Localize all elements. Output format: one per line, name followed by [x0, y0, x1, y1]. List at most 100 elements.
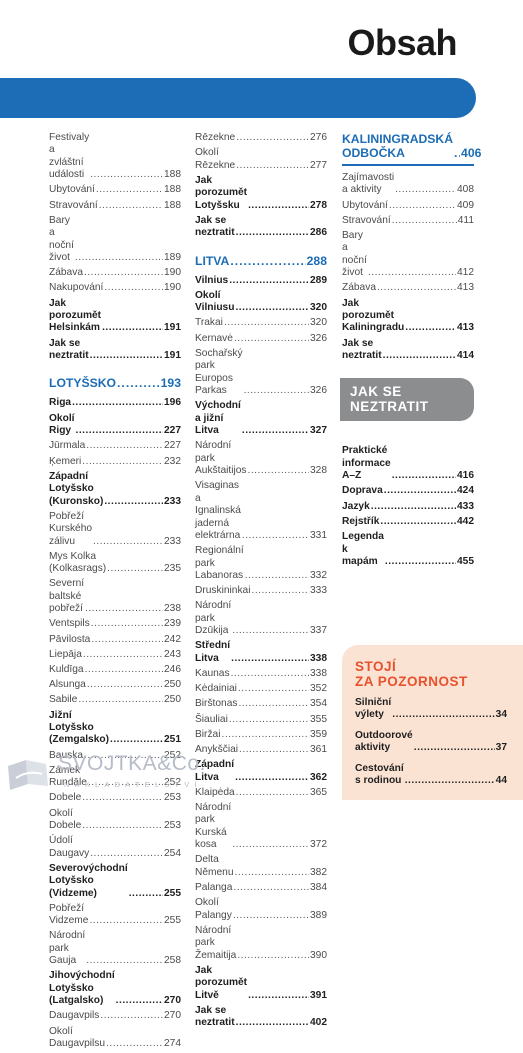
toc-entry-kemeri[interactable]: Ķemeri 232 — [49, 456, 181, 468]
dot-leader — [244, 385, 309, 397]
toc-entry-silnicni-vylety[interactable]: Silniční výlety 34 — [355, 697, 507, 722]
toc-entry-regionalni-park-labanoras[interactable]: Regionální park Labanoras 332 — [195, 545, 327, 582]
toc-entry-klaipeda[interactable]: Klaipėda 365 — [195, 787, 327, 799]
toc-entry-socharsky-park-europos-parkas[interactable]: Sochařský park Europos Parkas 326 — [195, 348, 327, 398]
toc-entry-nakupovani[interactable]: Nakupování 190 — [49, 282, 181, 294]
toc-entry-vilnius[interactable]: Vilnius 289 — [195, 275, 327, 287]
toc-entry-jak-porozumet-kaliningradu[interactable]: Jak porozumět Kaliningradu 413 — [342, 298, 474, 335]
toc-entry-outdoorove-aktivity[interactable]: Outdoorové aktivity 37 — [355, 730, 507, 755]
toc-section-lotyssko[interactable]: LOTYŠSKO 193 — [49, 376, 181, 390]
toc-entry-title: Sabile — [49, 694, 78, 706]
toc-entry-delta-nemenu[interactable]: Delta Němenu 382 — [195, 854, 327, 879]
toc-entry-ventspils[interactable]: Ventspils 239 — [49, 618, 181, 630]
toc-entry-narodni-park-gauja[interactable]: Národní park Gauja 258 — [49, 930, 181, 967]
toc-entry-severovychodni-lotyssko-vidzeme[interactable]: Severovýchodní Lotyšsko (Vidzeme) 255 — [49, 863, 181, 900]
toc-entry-kaunas[interactable]: Kaunas 338 — [195, 668, 327, 680]
toc-entry-liepaja[interactable]: Liepāja 243 — [49, 649, 181, 661]
toc-entry-zabava[interactable]: Zábava 190 — [49, 267, 181, 279]
toc-entry-narodni-park-dzukija[interactable]: Národní park Dzūkija 337 — [195, 600, 327, 637]
toc-entry-okoli-dobele[interactable]: Okolí Dobele 253 — [49, 808, 181, 833]
toc-entry-bary-a-nocni-zivot[interactable]: Bary a noční život 412 — [342, 230, 474, 280]
toc-entry-visaginas-a-ignalinska-jaderna-elektrarna[interactable]: Visaginas a Ignalinská jaderná elektrárn… — [195, 480, 327, 542]
toc-entry-kedainiai[interactable]: Kėdainiai 352 — [195, 683, 327, 695]
toc-section-litva[interactable]: LITVA 288 — [195, 254, 327, 268]
toc-entry-prakticke-informace-a-z[interactable]: Praktické informace A–Z 416 — [342, 445, 474, 482]
toc-entry-jak-porozumet-litve[interactable]: Jak porozumět Litvě 391 — [195, 965, 327, 1002]
toc-entry-jak-se-neztratit[interactable]: Jak se neztratit 402 — [195, 1005, 327, 1030]
toc-entry-kernave[interactable]: Kernavė 326 — [195, 333, 327, 345]
toc-entry-okoli-daugavpilsu[interactable]: Okolí Daugavpilsu 274 — [49, 1026, 181, 1051]
toc-entry-narodni-park-kurska-kosa[interactable]: Národní park Kurská kosa 372 — [195, 802, 327, 852]
toc-entry-title: Silniční výlety — [355, 697, 392, 721]
toc-entry-kuldiga[interactable]: Kuldīga 246 — [49, 664, 181, 676]
dot-leader — [384, 485, 456, 497]
toc-entry-rejstrik[interactable]: Rejstřík 442 — [342, 516, 474, 528]
toc-entry-legenda-k-mapam[interactable]: Legenda k mapám 455 — [342, 531, 474, 568]
toc-entry-festivaly-a-zvlastni-udalosti[interactable]: Festivaly a zvláštní události 188 — [49, 132, 181, 182]
toc-entry-narodni-park-zemaitija[interactable]: Národní park Žemaitija 390 — [195, 925, 327, 962]
toc-entry-zajimavosti-a-aktivity[interactable]: Zajímavosti a aktivity 408 — [342, 172, 474, 197]
toc-entry-bauska[interactable]: Bauska 252 — [49, 750, 181, 762]
toc-entry-stravovani[interactable]: Stravování 188 — [49, 200, 181, 212]
toc-entry-palanga[interactable]: Palanga 384 — [195, 882, 327, 894]
dot-leader — [242, 530, 309, 542]
toc-entry-rezekne[interactable]: Rēzekne 276 — [195, 132, 327, 144]
toc-entry-alsunga[interactable]: Alsunga 250 — [49, 679, 181, 691]
toc-entry-jihovychodni-lotyssko-latgalsko[interactable]: Jihovýchodní Lotyšsko (Latgalsko) 270 — [49, 970, 181, 1007]
toc-entry-jizni-lotyssko-zemgalsko[interactable]: Jižní Lotyšsko (Zemgalsko) 251 — [49, 710, 181, 747]
toc-entry-page: 408 — [457, 184, 474, 196]
toc-entry-okoli-rigy[interactable]: Okolí Rigy 227 — [49, 413, 181, 438]
toc-entry-okoli-rezekne[interactable]: Okolí Rēzekne 277 — [195, 147, 327, 172]
toc-entry-zapadni-lotyssko-kuronsko[interactable]: Západní Lotyšsko (Kuronsko) 233 — [49, 471, 181, 508]
toc-entry-daugavpils[interactable]: Daugavpils 270 — [49, 1010, 181, 1022]
toc-entry-bary-a-nocni-zivot[interactable]: Bary a noční život 189 — [49, 215, 181, 265]
toc-entry-narodni-park-aukstaitijos[interactable]: Národní park Aukštaitijos 328 — [195, 440, 327, 477]
toc-entry-okoli-vilniusu[interactable]: Okolí Vilniusu 320 — [195, 290, 327, 315]
section-page: 193 — [160, 376, 181, 391]
dot-leader — [84, 267, 163, 279]
toc-entry-stravovani[interactable]: Stravování 411 — [342, 215, 474, 227]
toc-entry-pobrezi-kurskeho-zalivu[interactable]: Pobřeží Kurského zálivu 233 — [49, 511, 181, 548]
toc-entry-pavilosta[interactable]: Pāvilosta 242 — [49, 634, 181, 646]
toc-entry-ubytovani[interactable]: Ubytování 188 — [49, 184, 181, 196]
toc-entry-title: Druskininkai — [195, 585, 251, 597]
toc-entry-birzai[interactable]: Biržai 359 — [195, 729, 327, 741]
toc-entry-zamek-rundale[interactable]: Zámek Rundāle 252 — [49, 765, 181, 790]
toc-entry-mys-kolka-kolkasrags[interactable]: Mys Kolka (Kolkasrags) 235 — [49, 551, 181, 576]
toc-entry-zapadni-litva[interactable]: Západní Litva 362 — [195, 759, 327, 784]
toc-entry-udoli-daugavy[interactable]: Údolí Daugavy 254 — [49, 835, 181, 860]
toc-entry-stredni-litva[interactable]: Střední Litva 338 — [195, 640, 327, 665]
toc-entry-jak-se-neztratit[interactable]: Jak se neztratit 414 — [342, 338, 474, 363]
toc-entry-okoli-palangy[interactable]: Okolí Palangy 389 — [195, 897, 327, 922]
toc-entry-riga[interactable]: Riga 196 — [49, 397, 181, 409]
toc-entry-cestovani-s-rodinou[interactable]: Cestování s rodinou 44 — [355, 763, 507, 788]
section-pill-jak-se-neztratit[interactable]: JAK SE NEZTRATIT — [340, 378, 474, 422]
toc-entry-druskininkai[interactable]: Druskininkai 333 — [195, 585, 327, 597]
toc-entry-jak-se-neztratit[interactable]: Jak se neztratit 286 — [195, 215, 327, 240]
toc-entry-anyksciai[interactable]: Anykščiai 361 — [195, 744, 327, 756]
toc-entry-sabile[interactable]: Sabile 250 — [49, 694, 181, 706]
toc-entry-doprava[interactable]: Doprava 424 — [342, 485, 474, 497]
toc-entry-trakai[interactable]: Trakai 320 — [195, 317, 327, 329]
toc-entry-jazyk[interactable]: Jazyk 433 — [342, 501, 474, 513]
toc-entry-dobele[interactable]: Dobele 253 — [49, 792, 181, 804]
toc-entry-jak-se-neztratit[interactable]: Jak se neztratit 191 — [49, 338, 181, 363]
toc-entry-jurmala[interactable]: Jūrmala 227 — [49, 440, 181, 452]
toc-entry-title: Jak se neztratit — [342, 337, 382, 362]
toc-entry-jak-porozumet-lotyssku[interactable]: Jak porozumět Lotyšsku 278 — [195, 175, 327, 212]
toc-entry-severni-baltske-pobrezi[interactable]: Severní baltské pobřeží 238 — [49, 578, 181, 615]
dot-leader — [75, 252, 163, 264]
toc-entry-page: 320 — [310, 302, 327, 314]
toc-entry-page: 235 — [164, 563, 181, 575]
toc-entry-vychodni-a-jizni-litva[interactable]: Východní a jižní Litva 327 — [195, 400, 327, 437]
toc-entry-pobrezi-vidzeme[interactable]: Pobřeží Vidzeme 255 — [49, 903, 181, 928]
toc-entry-ubytovani[interactable]: Ubytování 409 — [342, 200, 474, 212]
toc-entry-siauliai[interactable]: Šiauliai 355 — [195, 714, 327, 726]
toc-entry-title: Šiauliai — [195, 713, 228, 725]
dot-leader — [380, 516, 456, 528]
toc-entry-zabava[interactable]: Zábava 413 — [342, 282, 474, 294]
toc-entry-jak-porozumet-helsinkam[interactable]: Jak porozumět Helsinkám 191 — [49, 298, 181, 335]
toc-entry-page: 252 — [164, 777, 181, 789]
toc-section-kaliningrad[interactable]: KALININGRADSKÁ ODBOČKA 406 — [342, 132, 481, 166]
toc-entry-birstonas[interactable]: Birštonas 354 — [195, 698, 327, 710]
